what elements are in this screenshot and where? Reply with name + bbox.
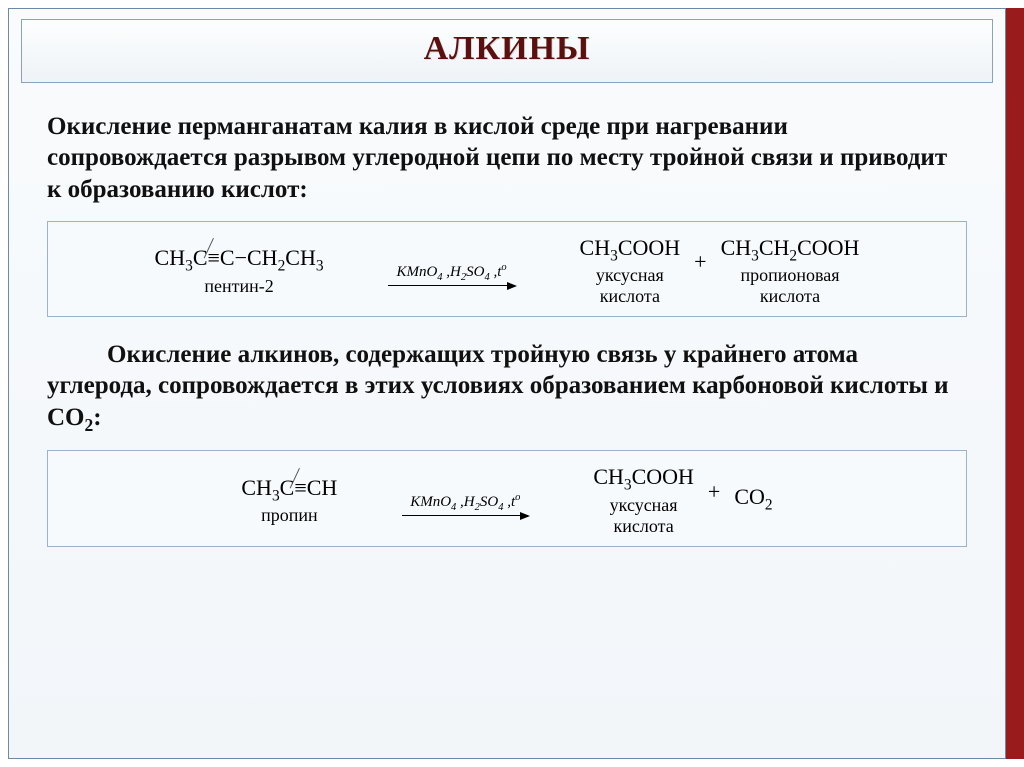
product-1a: CH3COOH уксусная кислота [580,236,681,306]
reaction-box-2: CH3C≡CH пропин KMnO4 ,H2SO4 ,to CH3COOH … [47,450,967,546]
product-1b: CH3CH2COOH пропионовая кислота [721,236,860,306]
product-1a-label1: уксусная [580,266,681,285]
paragraph-2: Окисление алкинов, содержащих тройную св… [47,339,967,436]
conditions-1: KMnO4 ,H2SO4 ,to [388,262,514,286]
slide-title: АЛКИНЫ [22,30,992,68]
title-box: АЛКИНЫ [21,19,993,83]
reaction-box-1: CH3C≡C−CH2CH3 пентин-2 KMnO4 ,H2SO4 ,to … [47,221,967,317]
arrow-1: KMnO4 ,H2SO4 ,to [332,256,572,286]
reactant-1: CH3C≡C−CH2CH3 пентин-2 [155,246,324,295]
conditions-2: KMnO4 ,H2SO4 ,to [402,492,528,516]
product-2a-formula: CH3COOH [593,465,694,494]
content-area: Окисление перманганатам калия в кислой с… [47,111,967,547]
plus-2: + [702,479,726,523]
reactant-1-formula: CH3C≡C−CH2CH3 [155,246,324,275]
reactant-2: CH3C≡CH пропин [241,476,337,525]
product-1b-label2: кислота [721,287,860,306]
slide-frame: АЛКИНЫ Окисление перманганатам калия в к… [8,8,1006,759]
product-2a-label2: кислота [593,517,694,536]
product-1a-formula: CH3COOH [580,236,681,265]
product-2b-formula: CO2 [734,485,772,514]
paragraph-1: Окисление перманганатам калия в кислой с… [47,111,967,205]
product-1a-label2: кислота [580,287,681,306]
reactant-2-formula: CH3C≡CH [241,476,337,505]
product-2b: CO2 [734,485,772,516]
reaction-2: CH3C≡CH пропин KMnO4 ,H2SO4 ,to CH3COOH … [58,465,956,535]
product-1b-formula: CH3CH2COOH [721,236,860,265]
product-2a-label1: уксусная [593,496,694,515]
plus-1: + [688,249,712,293]
reaction-1: CH3C≡C−CH2CH3 пентин-2 KMnO4 ,H2SO4 ,to … [58,236,956,306]
reactant-1-label: пентин-2 [155,277,324,296]
accent-bar [1006,8,1024,759]
arrow-2: KMnO4 ,H2SO4 ,to [345,486,585,516]
product-2a: CH3COOH уксусная кислота [593,465,694,535]
reactant-2-label: пропин [241,506,337,525]
product-1b-label1: пропионовая [721,266,860,285]
